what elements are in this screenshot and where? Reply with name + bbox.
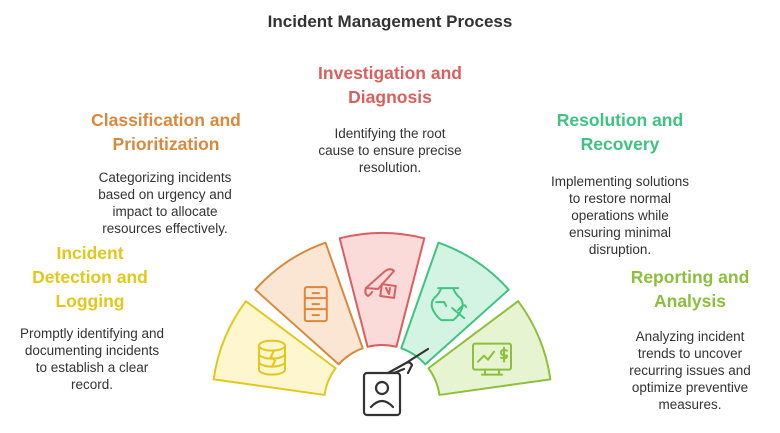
step-title-classification: Classification and Prioritization [91, 110, 241, 154]
diagram-title: Incident Management Process [267, 12, 513, 31]
step-desc-classification: Categorizing incidents based on urgency … [98, 170, 232, 236]
scalpel-icon [364, 268, 397, 299]
filing-cabinet-icon [303, 286, 328, 323]
step-desc-resolution: Implementing solutions to restore normal… [550, 174, 690, 257]
vase-repair-icon [430, 287, 468, 322]
step-title-resolution: Resolution and Recovery [556, 110, 684, 154]
fan-segment-1 [212, 300, 337, 396]
step-desc-reporting: Analyzing incident trends to uncover rec… [629, 329, 751, 412]
step-desc-detection: Promptly identifying and documenting inc… [19, 326, 165, 392]
step-title-reporting: Reporting and Analysis [630, 267, 750, 311]
fan-segment-2 [254, 241, 364, 366]
fan-segment-5 [427, 300, 552, 396]
step-desc-investigation: Identifying the root cause to ensure pre… [318, 126, 462, 175]
database-icon [257, 339, 286, 376]
step-title-detection: Incident Detection and Logging [32, 243, 148, 311]
fan-segment-4 [400, 241, 510, 366]
id-badge-hand-icon [362, 347, 430, 417]
step-title-investigation: Investigation and Diagnosis [318, 63, 462, 107]
chart-monitor-icon [472, 342, 513, 376]
